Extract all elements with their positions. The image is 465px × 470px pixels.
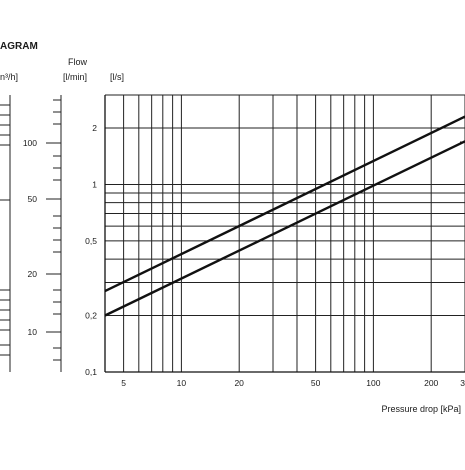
y-tick-labels: 0,1 0,2 0,5 1 2	[85, 123, 97, 377]
series-group	[104, 115, 465, 317]
minor-ticks	[0, 99, 465, 361]
x-tick-label: 200	[424, 378, 438, 388]
series-line-2	[104, 140, 465, 317]
m3h-header: n³/h]	[0, 72, 18, 82]
flow-label: Flow	[68, 57, 88, 67]
lmin-tick-label: 50	[28, 194, 38, 204]
x-tick-labels: 5 10 20 50 100 200 30	[121, 378, 465, 388]
x-tick-label: 30	[460, 378, 465, 388]
y-tick-label: 0,2	[85, 311, 97, 321]
y-tick-label: 0,1	[85, 367, 97, 377]
x-tick-label: 10	[177, 378, 187, 388]
lmin-tick-labels: 100 50 20 10	[23, 138, 61, 337]
lmin-tick-label: 100	[23, 138, 37, 148]
series-line-1	[104, 115, 465, 293]
chart-title: AGRAM	[0, 41, 38, 52]
x-tick-label: 50	[311, 378, 321, 388]
x-tick-label: 20	[234, 378, 244, 388]
y-tick-label: 2	[92, 123, 97, 133]
y-tick-label: 1	[92, 179, 97, 189]
y-axis-label: [l/s]	[110, 72, 124, 82]
x-tick-label: 100	[366, 378, 380, 388]
chart-grid	[104, 94, 465, 373]
left-axis-panel	[9, 95, 62, 372]
x-tick-label: 5	[121, 378, 126, 388]
lmin-header: [l/min]	[63, 72, 87, 82]
x-axis-label: Pressure drop [kPa]	[381, 404, 461, 414]
lmin-tick-label: 10	[28, 327, 38, 337]
lmin-tick-label: 20	[28, 269, 38, 279]
plot-frame-group	[104, 95, 465, 373]
y-tick-label: 0,5	[85, 236, 97, 246]
